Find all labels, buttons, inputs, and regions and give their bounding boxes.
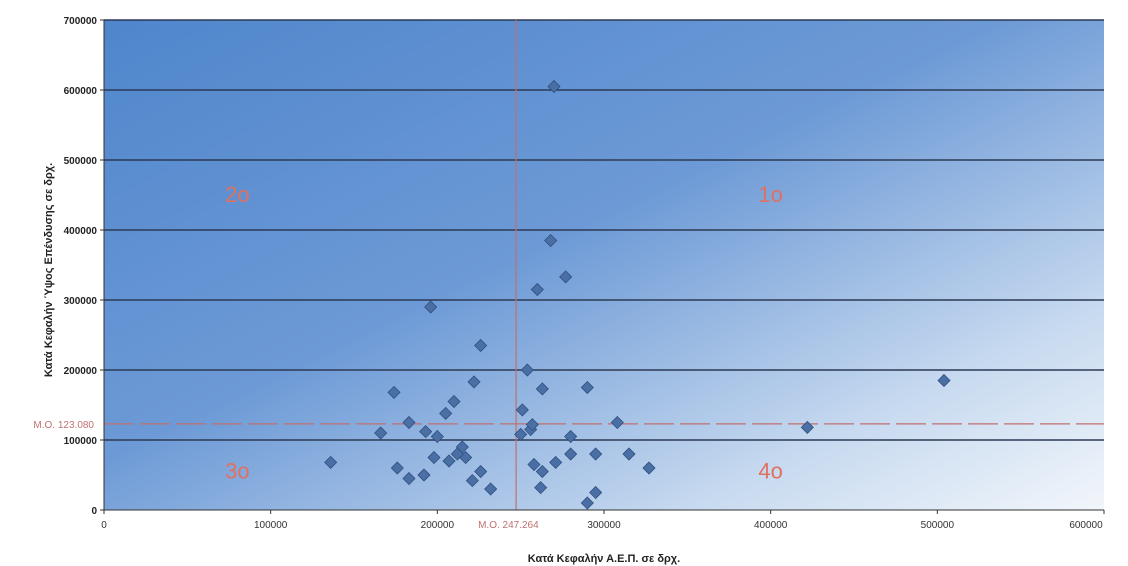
data-point [535,464,549,479]
data-point [589,447,603,461]
data-point [527,457,541,472]
y-tick-label: 700000 [64,16,98,27]
data-point [447,394,461,409]
data-point [580,380,594,395]
data-point [564,429,578,444]
x-tick-label: 600000 [1069,520,1103,531]
x-tick-label: 500000 [921,520,955,531]
data-point [520,363,534,377]
data-point [525,418,539,432]
data-points [324,79,951,510]
data-point [800,420,814,434]
data-point [450,447,464,461]
quadrant-label: 1ο [758,182,782,207]
quadrant-labels: 1ο 2ο 3ο 4ο [225,182,783,484]
data-point [564,447,578,461]
data-point [622,447,636,461]
data-point [534,481,548,495]
data-point [417,468,431,482]
x-tick-label: 200000 [421,520,455,531]
data-point [515,403,529,417]
y-tick-label: 200000 [64,366,98,377]
data-point [484,482,498,496]
y-tick-label: 300000 [64,296,98,307]
data-point [514,427,528,441]
data-point [467,375,481,389]
quadrant-label: 4ο [758,459,782,484]
y-tick-label: 100000 [64,436,98,447]
data-point [402,471,416,486]
x-tick-label: 400000 [754,520,788,531]
quadrant-label: 2ο [225,182,249,207]
x-tick-label: 300000 [587,520,621,531]
data-point [559,270,573,284]
data-point [474,338,488,353]
data-point [324,455,338,469]
y-tick-label: 0 [91,506,97,517]
data-point [642,461,656,475]
data-point [402,415,416,430]
data-point [387,385,401,399]
x-tick-label: 100000 [254,520,288,531]
data-point [439,406,453,420]
data-point [442,454,456,468]
y-mean-label: M.O. 123.080 [33,420,94,431]
data-point [535,382,549,396]
y-tick-label: 500000 [64,156,98,167]
y-tick-label: 600000 [64,86,98,97]
data-point [549,455,563,469]
data-point [544,233,558,248]
x-axis-label: Κατά Κεφαλήν Α.Ε.Π. σε δρχ. [528,553,680,565]
data-point [374,426,388,440]
data-point [427,450,441,465]
data-point [465,474,479,488]
plot-area [104,20,1104,510]
data-point [474,464,488,479]
x-tick-labels: 0 100000 200000 300000 400000 500000 600000 [101,510,1105,531]
data-point [430,429,444,444]
quadrant-label: 3ο [225,459,249,484]
data-point [424,300,438,314]
data-point [610,415,624,430]
data-point [390,461,404,475]
data-point [419,425,433,439]
reference-lines: M.O. 247.264 M.O. 123.080 [33,20,1104,531]
data-point [530,282,544,297]
data-point [547,79,561,94]
y-tick-labels: 0 100000 200000 300000 400000 500000 600000 700… [64,16,104,517]
x-tick-label: 0 [101,520,107,531]
gridlines [104,19,1104,441]
y-axis-label: Κατά Κεφαλήν Ύψος Επένδυσης σε δρχ. [43,163,55,377]
data-point [589,485,603,500]
data-point [937,373,951,388]
y-tick-label: 400000 [64,226,98,237]
data-point [580,496,594,510]
x-mean-label: M.O. 247.264 [478,520,539,531]
